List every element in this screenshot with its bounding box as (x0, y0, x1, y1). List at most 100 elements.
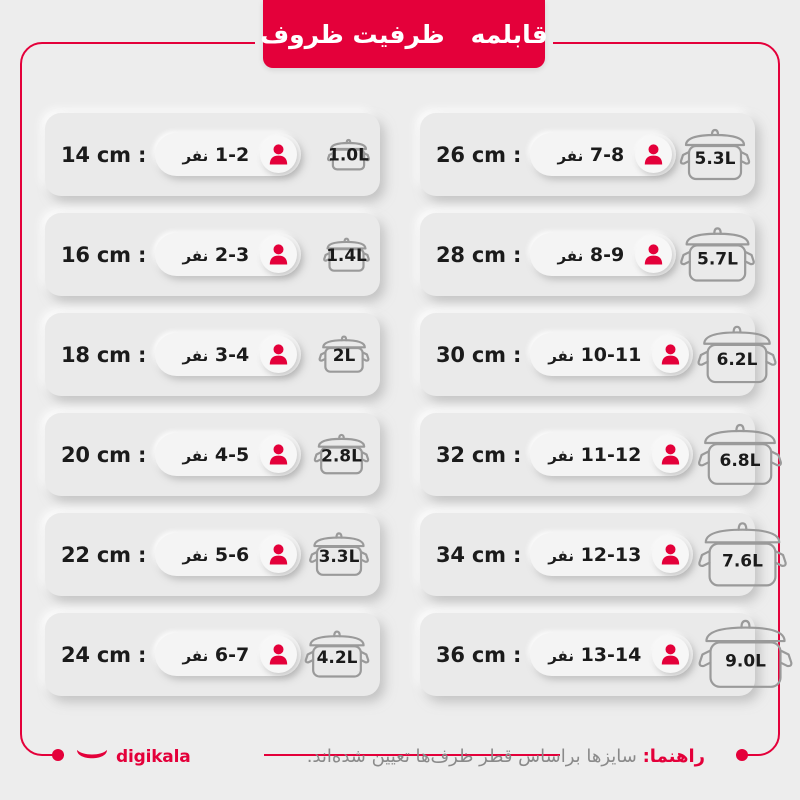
people-unit: نفر (548, 446, 574, 465)
person-badge (652, 636, 690, 673)
person-badge (260, 436, 298, 473)
svg-text:5.3L: 5.3L (695, 149, 736, 169)
people-unit: نفر (557, 246, 584, 265)
row-size-label: 24 cm : (61, 642, 147, 667)
pot-capacity-icon: 3.3L (306, 529, 372, 580)
svg-text:9.0L: 9.0L (725, 651, 766, 671)
people-count: 8-9 نفر (557, 244, 624, 266)
people-range: 4-5 (214, 443, 250, 466)
pot-capacity-icon: 9.0L (693, 614, 798, 695)
frame-dot-left (52, 749, 64, 761)
people-range: 13-14 (580, 643, 642, 666)
people-pill[interactable]: 11-12 نفر (530, 433, 694, 476)
people-count: 3-4 نفر (182, 344, 249, 366)
people-pill[interactable]: 1-2 نفر (155, 133, 302, 176)
people-range: 12-13 (580, 543, 642, 566)
person-badge (652, 336, 690, 373)
pot-capacity-icon: 2L (316, 333, 372, 376)
people-range: 3-4 (214, 343, 250, 366)
people-unit: نفر (182, 346, 209, 365)
capacity-row[interactable]: 22 cm : 5-6 نفر 3.3L (45, 513, 380, 596)
person-badge (635, 236, 673, 273)
capacity-row[interactable]: 30 cm : 10-11 نفر 6.2L (420, 313, 777, 396)
people-pill[interactable]: 4-5 نفر (155, 433, 302, 476)
capacity-row[interactable]: 34 cm : 12-13 نفر 7.6L (420, 513, 788, 596)
capacity-row[interactable]: 32 cm : 11-12 نفر 6.8L (420, 413, 783, 496)
page-title-primary: ظرفیت ظروف (260, 19, 445, 49)
people-pill[interactable]: 2-3 نفر (155, 233, 302, 276)
person-badge (260, 236, 298, 273)
footer-note-text: سایزها براساس قطر ظرف‌ها تعیین شده‌اند. (306, 746, 637, 767)
people-count: 6-7 نفر (182, 644, 249, 666)
person-badge (260, 336, 298, 373)
pot-icon: 3.3L (309, 532, 369, 576)
pot-icon: 2.8L (313, 433, 370, 475)
pot-icon: 2L (318, 335, 370, 373)
person-icon (662, 644, 680, 665)
people-range: 5-6 (214, 543, 250, 566)
people-unit: نفر (548, 346, 574, 365)
person-icon (644, 244, 663, 265)
person-badge (635, 136, 673, 173)
pot-capacity-icon: 2.8L (311, 431, 372, 478)
person-badge (260, 536, 298, 573)
people-pill[interactable]: 6-7 نفر (155, 633, 302, 676)
capacity-row[interactable]: 26 cm : 7-8 نفر 5.3L (420, 113, 755, 196)
capacity-row[interactable]: 20 cm : 4-5 نفر 2.8L (45, 413, 380, 496)
svg-text:6.2L: 6.2L (717, 349, 758, 369)
people-count: 7-8 نفر (557, 144, 624, 166)
people-pill[interactable]: 7-8 نفر (530, 133, 677, 176)
row-size-label: 26 cm : (436, 142, 522, 167)
capacity-row[interactable]: 18 cm : 3-4 نفر 2L (45, 313, 380, 396)
pot-capacity-icon: 6.8L (693, 419, 787, 491)
frame-dot-right (736, 749, 748, 761)
pot-icon: 7.6L (698, 521, 788, 586)
people-pill[interactable]: 10-11 نفر (530, 333, 694, 376)
people-count: 12-13 نفر (548, 544, 641, 566)
capacity-row[interactable]: 24 cm : 6-7 نفر 4.2L (45, 613, 380, 696)
person-icon (269, 344, 288, 365)
people-pill[interactable]: 5-6 نفر (155, 533, 302, 576)
people-pill[interactable]: 12-13 نفر (530, 533, 694, 576)
capacity-row[interactable]: 16 cm : 2-3 نفر 1.4L (45, 213, 380, 296)
people-unit: نفر (182, 146, 209, 165)
person-badge (260, 136, 298, 173)
people-range: 7-8 (589, 143, 625, 166)
pot-icon: 6.8L (698, 423, 783, 485)
footer-note-label: راهنما: (642, 746, 705, 767)
people-count: 11-12 نفر (548, 444, 641, 466)
people-range: 11-12 (580, 443, 642, 466)
footer: راهنما: سایزها براساس قطر ظرف‌ها تعیین ش… (0, 737, 800, 777)
pot-icon: 1.0L (326, 138, 371, 171)
people-range: 6-7 (214, 643, 250, 666)
people-unit: نفر (557, 146, 584, 165)
pot-capacity-icon: 4.2L (301, 627, 373, 682)
capacity-row[interactable]: 36 cm : 13-14 نفر 9.0L (420, 613, 793, 696)
svg-text:4.2L: 4.2L (317, 647, 358, 667)
frame-gap-right (560, 748, 738, 762)
people-pill[interactable]: 3-4 نفر (155, 333, 302, 376)
pot-capacity-icon: 1.4L (321, 235, 372, 275)
digikala-wordmark: digikala (116, 747, 191, 767)
digikala-smile-icon (77, 750, 107, 759)
person-badge (652, 536, 690, 573)
people-count: 5-6 نفر (182, 544, 249, 566)
people-pill[interactable]: 13-14 نفر (530, 633, 694, 676)
capacity-row[interactable]: 14 cm : 1-2 نفر 1.0L (45, 113, 380, 196)
svg-text:5.7L: 5.7L (697, 249, 738, 269)
person-icon (662, 344, 680, 365)
person-icon (269, 144, 288, 165)
people-count: 4-5 نفر (182, 444, 249, 466)
pot-icon: 6.2L (697, 325, 777, 383)
svg-text:3.3L: 3.3L (319, 546, 360, 566)
svg-text:1.4L: 1.4L (326, 244, 367, 264)
person-badge (652, 436, 690, 473)
capacity-table: 14 cm : 1-2 نفر 1.0L 26 cm : 7-8 نفر (45, 113, 793, 696)
pot-icon: 1.4L (323, 237, 370, 272)
row-size-label: 20 cm : (61, 442, 147, 467)
people-pill[interactable]: 8-9 نفر (530, 233, 677, 276)
digikala-logo: digikala (75, 747, 191, 767)
pot-icon: 9.0L (698, 619, 793, 688)
capacity-row[interactable]: 28 cm : 8-9 نفر 5.7L (420, 213, 756, 296)
people-unit: نفر (548, 646, 574, 665)
